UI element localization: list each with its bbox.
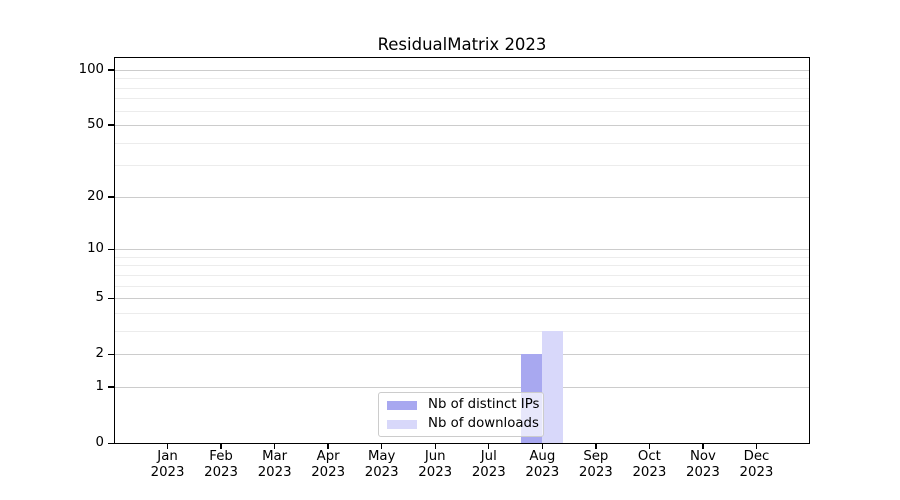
x-tick (595, 444, 597, 449)
gridline-major (114, 387, 810, 389)
x-tick (434, 444, 436, 449)
x-tick (755, 444, 758, 449)
legend-row: Nb of distinct IPs (387, 397, 539, 413)
gridline-minor (114, 274, 810, 276)
plot-frame (114, 57, 810, 444)
legend-row: Nb of downloads (387, 416, 539, 432)
gridline-minor (114, 165, 810, 167)
gridline-major (114, 196, 810, 198)
y-tick-label: 2 (95, 346, 104, 362)
gridline-minor (114, 312, 810, 314)
x-tick (648, 444, 651, 449)
gridline-minor (114, 331, 810, 333)
x-tick-label: Dec 2023 (739, 449, 774, 480)
gridline-minor (114, 87, 810, 89)
x-tick-label: May 2023 (364, 449, 399, 480)
x-tick (327, 444, 329, 449)
x-tick-label: Nov 2023 (686, 449, 720, 480)
gridline-minor (114, 265, 810, 267)
gridline-minor (114, 285, 810, 287)
y-tick-label: 5 (95, 290, 104, 306)
y-tick (108, 248, 114, 250)
y-tick (108, 124, 114, 126)
x-tick (273, 444, 276, 449)
x-tick (220, 444, 222, 449)
y-tick (108, 69, 114, 71)
y-tick (108, 196, 114, 198)
legend-swatch-distinct-ips (387, 400, 417, 410)
y-tick (108, 442, 114, 444)
x-tick (166, 444, 169, 449)
x-tick-label: Sep 2023 (578, 449, 613, 480)
y-tick (108, 297, 114, 299)
y-tick-label: 10 (87, 241, 104, 257)
y-tick-label: 0 (95, 435, 104, 451)
bar-downloads (542, 331, 564, 444)
gridline-minor (114, 256, 810, 258)
x-tick-label: Jul 2023 (471, 449, 506, 480)
gridline-minor (114, 142, 810, 144)
y-tick-label: 100 (78, 61, 104, 77)
gridline-minor (114, 110, 810, 112)
gridline-major (114, 298, 810, 300)
legend-label-downloads: Nb of downloads (428, 416, 539, 431)
gridline-major (114, 354, 810, 356)
x-tick (702, 444, 704, 449)
x-tick-label: Oct 2023 (632, 449, 667, 480)
gridline-minor (114, 78, 810, 80)
x-tick-label: Jun 2023 (418, 449, 453, 480)
y-tick (108, 386, 114, 388)
gridline-major (114, 69, 810, 71)
x-tick (541, 444, 543, 449)
legend-swatch-downloads (387, 419, 417, 429)
y-tick-label: 1 (95, 379, 104, 395)
x-tick-label: Jan 2023 (150, 449, 185, 480)
legend: Nb of distinct IPs Nb of downloads (378, 392, 544, 437)
legend-label-distinct-ips: Nb of distinct IPs (428, 397, 540, 412)
x-tick (380, 444, 383, 449)
y-tick-label: 20 (87, 188, 104, 204)
x-tick-label: Apr 2023 (311, 449, 346, 480)
chart-title: ResidualMatrix 2023 (377, 35, 547, 54)
gridline-major (114, 125, 810, 127)
gridline-major (114, 249, 810, 251)
x-tick (488, 444, 490, 449)
y-tick-label: 50 (87, 117, 104, 133)
x-tick-label: Aug 2023 (525, 449, 560, 480)
gridline-minor (114, 98, 810, 100)
x-tick-label: Mar 2023 (257, 449, 292, 480)
x-tick-label: Feb 2023 (204, 449, 238, 480)
y-tick (108, 353, 114, 355)
